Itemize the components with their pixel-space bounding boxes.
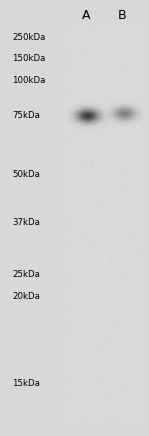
Text: 75kDa: 75kDa: [12, 111, 40, 120]
Text: 25kDa: 25kDa: [12, 270, 40, 279]
Text: 250kDa: 250kDa: [12, 33, 45, 41]
Text: B: B: [118, 9, 127, 22]
Text: A: A: [81, 9, 90, 22]
Text: 37kDa: 37kDa: [12, 218, 40, 227]
FancyBboxPatch shape: [66, 24, 146, 423]
Text: 100kDa: 100kDa: [12, 76, 45, 85]
Text: 50kDa: 50kDa: [12, 170, 40, 179]
Text: 15kDa: 15kDa: [12, 379, 40, 388]
Text: 20kDa: 20kDa: [12, 292, 40, 301]
Text: 150kDa: 150kDa: [12, 54, 45, 63]
